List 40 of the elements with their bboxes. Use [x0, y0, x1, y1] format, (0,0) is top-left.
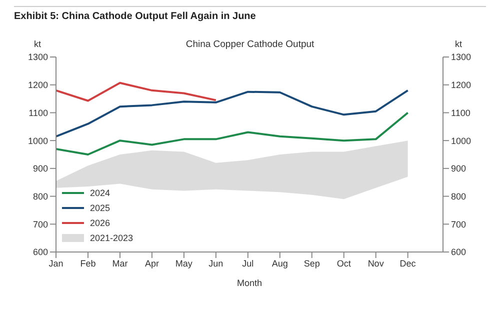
legend-label: 2026: [90, 218, 110, 228]
y-tick-label: 600: [32, 247, 48, 258]
y-tick-label: 700: [32, 219, 48, 230]
chart-subtitle: China Copper Cathode Output: [186, 39, 314, 50]
y2-tick-label: 900: [451, 164, 466, 174]
y-tick-label: 900: [32, 164, 48, 174]
x-axis-title: Month: [236, 278, 262, 288]
x-tick-label: Aug: [272, 258, 288, 268]
x-tick-label: Feb: [80, 258, 96, 268]
x-tick-label: Sep: [304, 258, 320, 268]
y2-tick-label: 1300: [451, 52, 472, 62]
chart-title: Exhibit 5: China Cathode Output Fell Again in June: [14, 11, 256, 22]
y2-tick-label: 600: [451, 247, 466, 258]
legend-label: 2024: [90, 188, 110, 198]
legend-label: 2025: [90, 202, 110, 212]
x-tick-label: Nov: [368, 258, 384, 268]
x-tick-label: Dec: [400, 258, 416, 268]
x-tick-label: Jul: [242, 258, 254, 268]
line-series: [56, 89, 409, 138]
y-tick-label: 1100: [28, 108, 48, 118]
legend-label: 2021-2023: [90, 232, 134, 242]
y2-axis-title: kt: [455, 39, 462, 49]
y2-tick-label: 1100: [451, 108, 470, 118]
y-tick-label: 1200: [28, 80, 48, 90]
y2-tick-label: 1000: [451, 136, 472, 146]
y-tick-label: 800: [32, 191, 48, 202]
x-tick-label: Mar: [112, 258, 128, 268]
x-tick-label: Oct: [336, 258, 352, 268]
x-tick-label: Jun: [208, 258, 224, 268]
line-series: [56, 112, 409, 156]
y-axis-title: kt: [34, 39, 42, 49]
x-tick-label: Jan: [48, 258, 64, 268]
line-series: [56, 82, 217, 102]
y2-tick-label: 1200: [451, 80, 472, 90]
y2-tick-label: 700: [451, 219, 466, 230]
x-tick-label: Apr: [144, 258, 159, 268]
x-tick-label: May: [175, 258, 193, 268]
y2-tick-label: 800: [451, 191, 466, 202]
y-tick-label: 1300: [28, 52, 48, 62]
y-tick-label: 1000: [28, 136, 48, 146]
